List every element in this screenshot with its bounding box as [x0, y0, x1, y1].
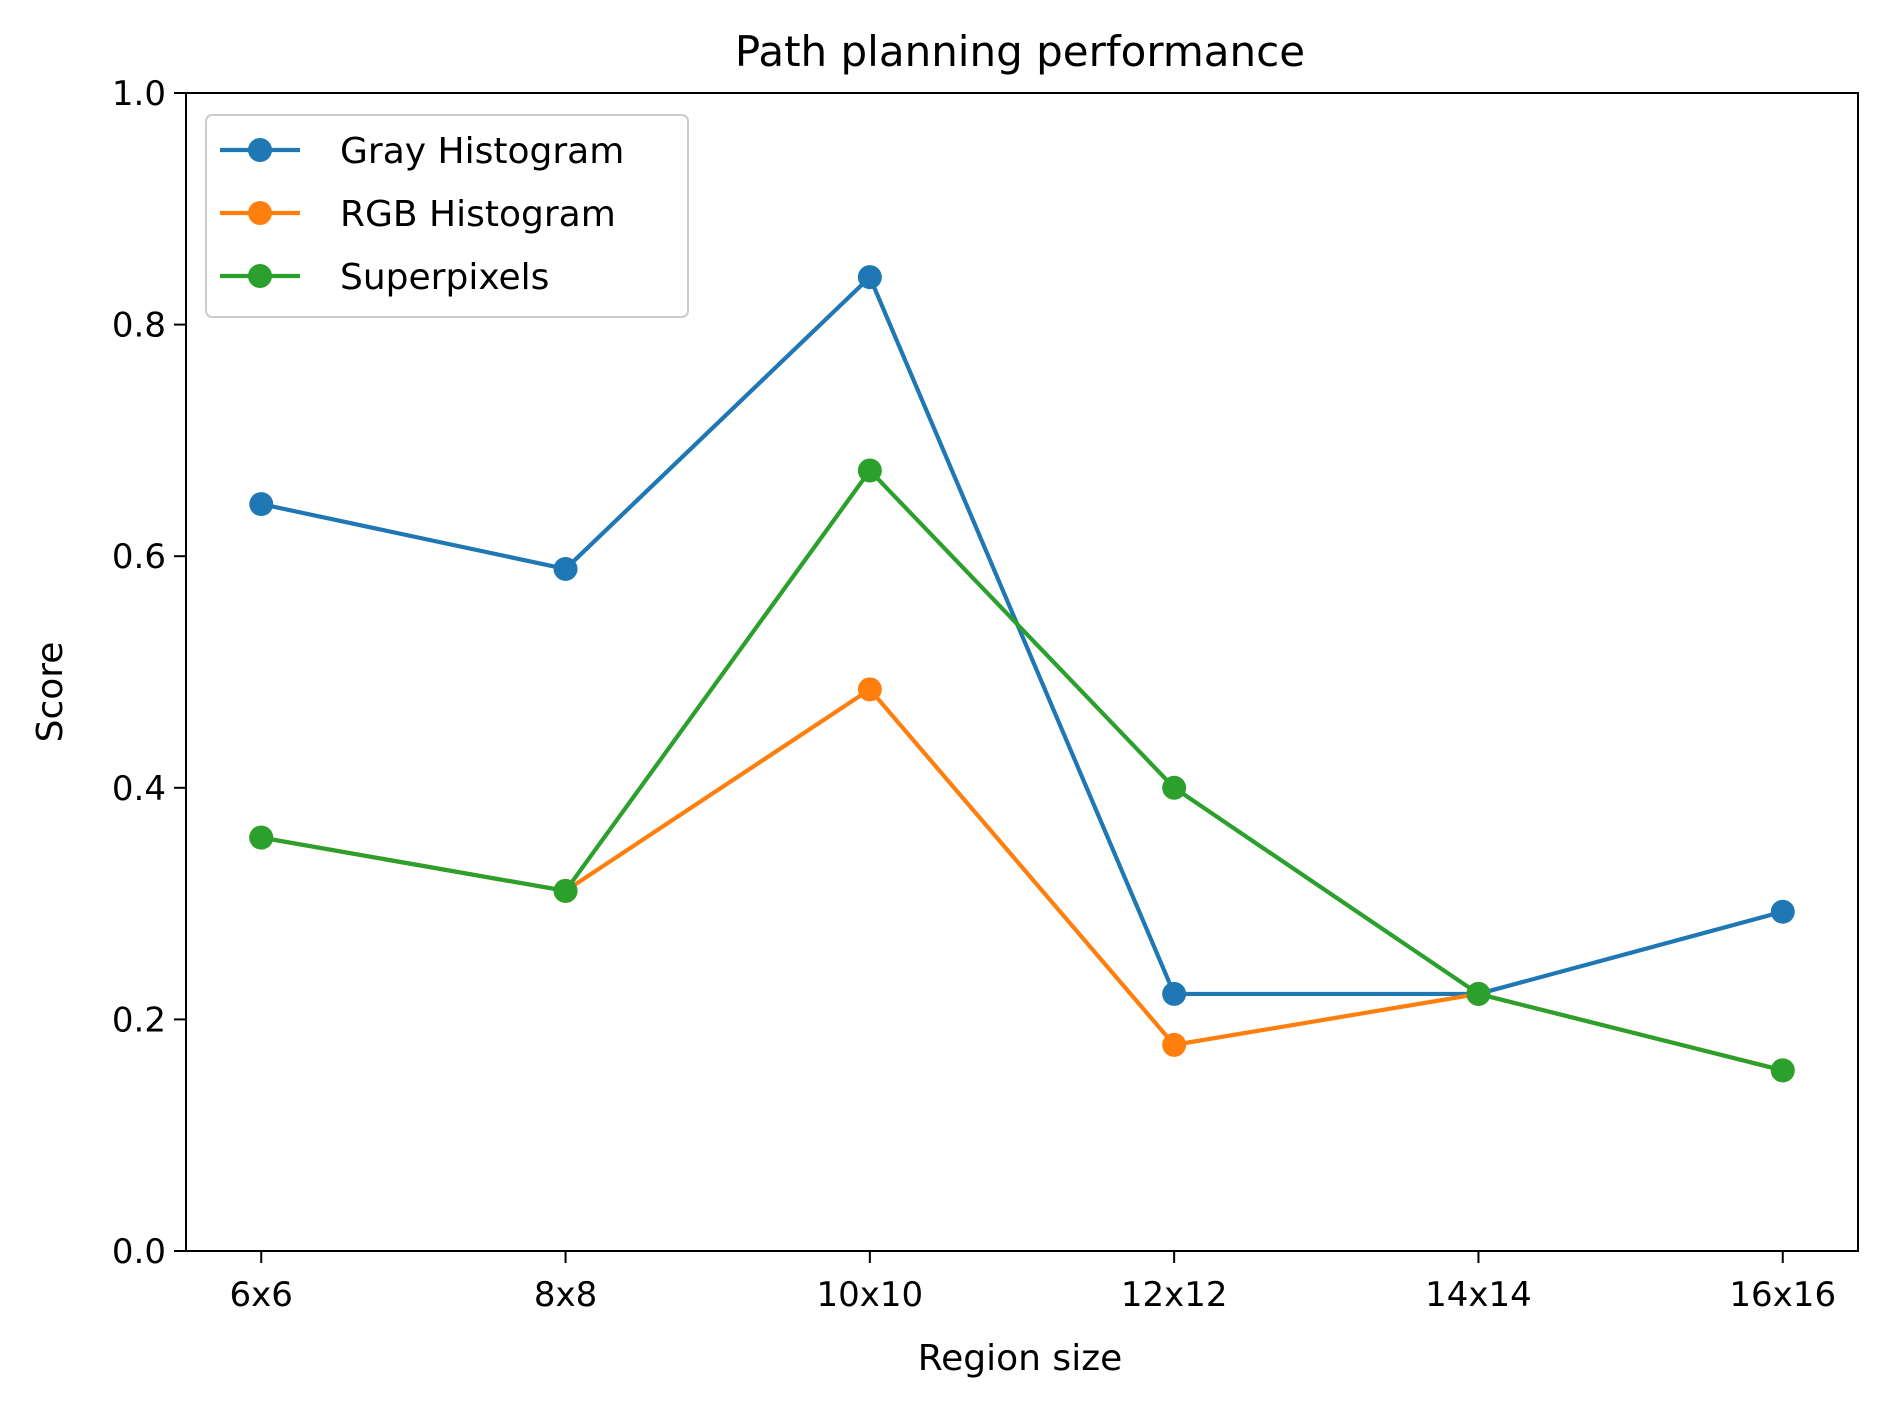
legend-marker — [248, 264, 272, 288]
data-point — [249, 825, 274, 850]
series-group — [249, 265, 1795, 1083]
x-tick-label: 16x16 — [1729, 1275, 1836, 1315]
x-axis-label: Region size — [918, 1338, 1123, 1379]
data-point — [553, 878, 578, 903]
x-tick-label: 10x10 — [817, 1275, 924, 1315]
x-tick-label: 6x6 — [230, 1275, 293, 1315]
data-point — [857, 265, 882, 290]
data-point — [1770, 1058, 1795, 1083]
legend-entry: Gray Histogram — [220, 131, 624, 172]
legend: Gray Histogram RGB Histogram Superpixels — [205, 114, 689, 318]
data-point — [1162, 981, 1187, 1006]
chart-title: Path planning performance — [735, 27, 1305, 76]
legend-marker — [248, 201, 272, 225]
plot-frame — [185, 92, 1859, 1252]
y-tick-label: 0.4 — [112, 769, 166, 809]
x-tick-label: 14x14 — [1425, 1275, 1532, 1315]
legend-marker — [248, 138, 272, 162]
y-axis-label: Score — [30, 642, 71, 743]
data-point — [1162, 775, 1187, 800]
data-point — [553, 556, 578, 581]
y-tick-label: 1.0 — [112, 74, 166, 114]
y-tick-label: 0.2 — [112, 1000, 166, 1040]
data-point — [857, 458, 882, 483]
x-tick-label: 12x12 — [1121, 1275, 1228, 1315]
series-line — [260, 468, 1784, 1073]
legend-label: Gray Histogram — [340, 131, 624, 172]
legend-label: RGB Histogram — [340, 194, 616, 235]
x-tick-label: 8x8 — [534, 1275, 597, 1315]
legend-box — [205, 114, 689, 318]
data-point — [857, 677, 882, 702]
data-point — [1162, 1032, 1187, 1057]
series-line — [260, 275, 1784, 997]
legend-entry: Superpixels — [220, 257, 549, 298]
data-point — [249, 492, 274, 517]
series-superpixels — [249, 458, 1795, 1083]
legend-entry: RGB Histogram — [220, 194, 616, 235]
y-tick-label: 0.6 — [112, 537, 166, 577]
y-tick-label: 0.0 — [112, 1232, 166, 1272]
axes: 0.0 0.2 0.4 0.6 0.8 1.0 6x6 8x8 10x10 12x12 14x14 1… — [112, 74, 1859, 1315]
legend-label: Superpixels — [340, 257, 549, 298]
data-point — [1466, 981, 1491, 1006]
y-tick-label: 0.8 — [112, 306, 166, 346]
data-point — [1770, 899, 1795, 924]
